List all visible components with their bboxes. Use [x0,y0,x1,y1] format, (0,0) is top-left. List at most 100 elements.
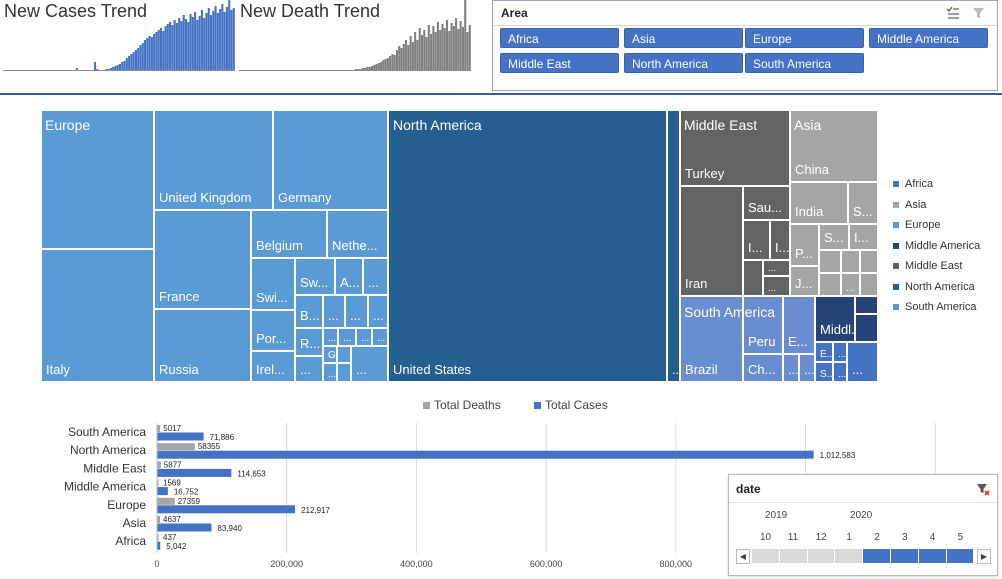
treemap-cell[interactable]: ... [847,342,878,382]
treemap-cell[interactable]: United States [388,110,667,382]
treemap-cell[interactable]: ... [323,363,337,382]
treemap-cell[interactable]: ... [323,295,345,328]
treemap-cell[interactable]: Ch... [743,354,783,382]
treemap-cell[interactable]: ... [363,258,388,295]
timeline-period-block[interactable] [779,549,807,563]
treemap-cell[interactable]: Por... [251,310,295,351]
treemap-cell[interactable]: A... [335,258,363,295]
deaths-bar[interactable] [157,479,159,487]
treemap-cell[interactable]: Turkey [680,110,790,186]
treemap-cell[interactable]: Middl... [815,296,855,342]
treemap-cell[interactable] [337,346,351,363]
treemap-cell[interactable] [855,314,878,342]
timeline-period-block[interactable] [807,549,835,563]
timeline-period-block[interactable] [835,549,863,563]
treemap-cell[interactable]: J... [790,266,819,296]
area-button-europe[interactable]: Europe [745,28,864,48]
treemap-cell[interactable]: P... [790,224,819,266]
deaths-bar[interactable] [157,497,175,505]
treemap-cell[interactable]: France [154,210,251,309]
deaths-bar[interactable] [157,516,161,523]
treemap-cell[interactable] [819,273,841,296]
treemap-cell[interactable] [860,250,878,273]
treemap-cell[interactable]: China [790,110,878,182]
treemap-cell[interactable]: R... [295,328,323,356]
treemap-cell[interactable]: Swi... [251,258,295,310]
treemap-cell[interactable]: Irel... [251,351,295,382]
timeline-month-label[interactable]: 11 [787,532,799,543]
area-button-asia[interactable]: Asia [624,28,743,48]
treemap-cell[interactable]: Germany [273,110,388,210]
deaths-bar[interactable] [157,443,195,451]
multi-select-icon[interactable] [945,5,961,21]
treemap-cell[interactable]: ... [763,260,790,276]
treemap-cell[interactable] [860,273,878,296]
cases-bar[interactable] [157,541,161,550]
treemap-cell[interactable] [819,250,841,273]
area-button-africa[interactable]: Africa [500,28,619,48]
timeline-month-label[interactable]: 4 [929,532,936,543]
treemap-cell[interactable] [41,110,154,249]
treemap-cell[interactable]: ... [368,295,388,328]
treemap-cell[interactable]: ... [345,295,368,328]
timeline-month-label[interactable]: 2 [874,532,880,543]
treemap-cell[interactable]: Russia [154,309,251,382]
treemap-cell[interactable]: ... [351,346,388,382]
deaths-bar[interactable] [157,534,159,542]
area-button-south-america[interactable]: South America [745,53,864,73]
treemap-cell[interactable]: ... [833,342,847,362]
timeline-period-block[interactable] [752,549,779,563]
treemap-cell[interactable]: B... [295,295,323,328]
area-button-middle-america[interactable]: Middle America [869,28,988,48]
treemap-cell[interactable]: I... [849,224,878,250]
treemap-cell[interactable]: ... [799,354,815,382]
timeline-scroll-left-icon[interactable]: ◀ [736,549,750,564]
treemap-cell[interactable]: G... [323,346,337,363]
treemap-cell[interactable]: S... [815,362,833,382]
timeline-period-block[interactable] [891,549,918,563]
timeline-month-label[interactable]: 3 [902,532,908,543]
treemap-cell[interactable]: S... [819,224,849,250]
timeline-month-label[interactable]: 10 [760,532,772,543]
treemap-cell[interactable]: India [790,182,848,224]
cases-bar[interactable] [157,487,168,496]
area-button-north-america[interactable]: North America [624,53,743,73]
treemap-cell[interactable] [337,363,351,382]
treemap-cell[interactable]: ... [667,110,680,382]
timeline-scroll-right-icon[interactable]: ▶ [977,549,991,564]
treemap-cell[interactable]: Belgium [251,210,327,258]
treemap-cell[interactable]: Iran [680,186,743,296]
treemap-cell[interactable]: ... [783,354,799,382]
treemap-cell[interactable]: United Kingdom [154,110,273,210]
timeline-month-label[interactable]: 5 [957,532,964,543]
treemap-cell[interactable]: Brazil [680,296,743,382]
cases-bar[interactable] [157,523,212,532]
treemap-cell[interactable] [743,260,763,296]
treemap-cell[interactable]: ... [356,328,372,346]
treemap-cell[interactable]: ... [833,362,847,382]
treemap-cell[interactable]: Peru [743,296,783,354]
cases-bar[interactable] [157,505,296,514]
treemap-cell[interactable] [855,296,878,314]
treemap-cell[interactable]: ... [841,273,860,296]
treemap-cell[interactable]: I... [770,220,790,260]
treemap-cell[interactable]: Nethe... [327,210,388,258]
deaths-bar[interactable] [157,425,161,432]
treemap-cell[interactable]: ... [338,328,356,346]
clear-date-filter-icon[interactable] [975,481,991,497]
timeline-month-label[interactable]: 1 [846,532,852,543]
treemap-cell[interactable]: E... [815,342,833,362]
treemap-cell[interactable]: I... [743,220,770,260]
cases-bar[interactable] [157,432,204,441]
treemap-cell[interactable]: Italy [41,249,154,382]
treemap-cell[interactable]: Sw... [295,258,335,295]
area-button-middle-east[interactable]: Middle East [500,53,619,73]
cases-bar[interactable] [157,468,232,477]
treemap-cell[interactable]: Sau... [743,186,790,220]
treemap-cell[interactable]: ... [323,328,338,346]
treemap-cell[interactable]: ... [763,276,790,296]
deaths-bar[interactable] [157,461,161,469]
treemap-cell[interactable]: S... [848,182,878,224]
treemap-cell[interactable]: ... [372,328,388,346]
cases-bar[interactable] [157,450,814,459]
